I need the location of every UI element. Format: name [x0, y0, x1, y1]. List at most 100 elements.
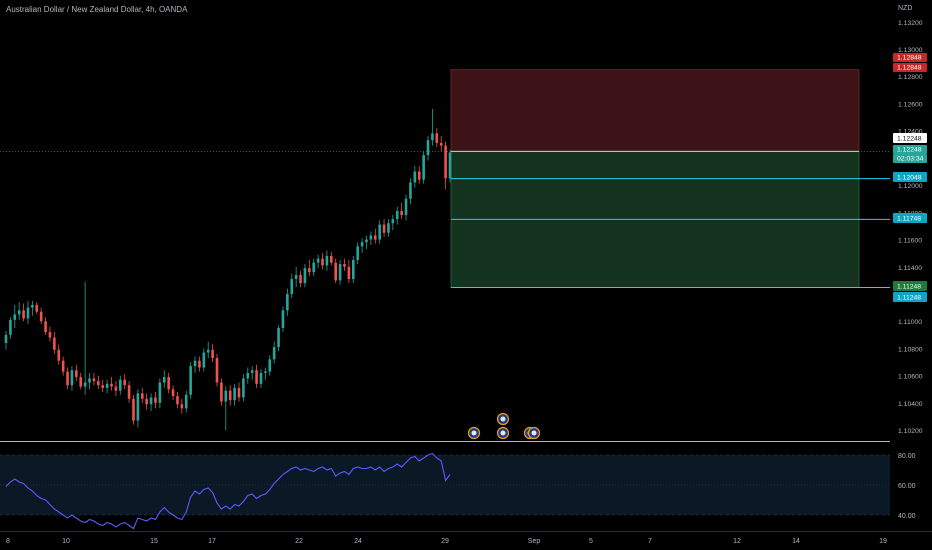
- candle-body: [426, 140, 430, 156]
- rsi-level-label: 80.00: [898, 453, 916, 460]
- candle-body: [53, 337, 56, 350]
- candle-body: [114, 386, 118, 391]
- candle: [431, 108, 434, 146]
- date-tick-label: 12: [733, 538, 741, 545]
- candle-body: [127, 385, 131, 399]
- candle-body: [105, 383, 109, 388]
- candle: [167, 372, 170, 394]
- candle-body: [39, 311, 43, 322]
- rsi-line: [5, 452, 451, 530]
- candle-body: [13, 314, 17, 320]
- stop-price-tag-alt-bg: [893, 63, 927, 72]
- chart-title: Australian Dollar / New Zealand Dollar, …: [6, 5, 188, 14]
- candle-body: [338, 264, 342, 281]
- candle: [312, 258, 316, 277]
- candle-body: [193, 360, 197, 367]
- candle-body: [75, 370, 78, 378]
- candle: [154, 392, 157, 409]
- candle-body: [272, 347, 276, 360]
- candle-body: [255, 370, 258, 384]
- candle: [114, 381, 118, 397]
- candle-body: [26, 307, 30, 319]
- tp2-price-tag-text: 1.11748: [897, 215, 921, 222]
- candle-body: [211, 349, 214, 358]
- stop-price-tag-bg: [893, 53, 927, 62]
- candle-body: [312, 262, 316, 273]
- event-flag-icon: [467, 426, 481, 440]
- last-price-tag-bg: [893, 145, 927, 154]
- target-price-tag-alt: 1.11248: [893, 292, 927, 302]
- candle-body: [158, 382, 162, 403]
- tp1-price-tag-text: 1.12048: [897, 174, 922, 181]
- candle: [439, 136, 443, 152]
- candle: [44, 317, 47, 335]
- candle: [202, 348, 206, 372]
- candle: [140, 387, 144, 403]
- candle-body: [31, 304, 34, 308]
- candle: [123, 374, 126, 390]
- candle: [369, 231, 373, 245]
- candle-body: [57, 349, 61, 361]
- candle: [286, 288, 289, 316]
- candle-body: [264, 371, 267, 373]
- candle: [215, 353, 219, 387]
- target-price-tag: 1.11248: [893, 281, 927, 291]
- candle-body: [136, 393, 140, 421]
- candle: [127, 381, 131, 403]
- candle: [101, 379, 105, 392]
- candle: [145, 393, 148, 410]
- price-tick-label: 1.12600: [898, 101, 923, 108]
- candle-body: [110, 383, 113, 387]
- event-flag-core: [500, 430, 506, 436]
- candle: [66, 367, 69, 390]
- candle-body: [233, 387, 236, 401]
- candle: [417, 166, 421, 184]
- price-axis: 1.13200 1.13000 1.12800 1.12600 1.12400 1.120…: [898, 20, 923, 435]
- candle-body: [356, 246, 359, 260]
- candle: [228, 385, 232, 406]
- candle: [308, 259, 311, 277]
- candle-body: [351, 259, 355, 280]
- candle: [272, 341, 276, 364]
- candle: [281, 306, 285, 333]
- date-tick-label: 17: [208, 538, 216, 545]
- candle-body: [4, 334, 8, 343]
- candle-body: [132, 398, 135, 421]
- candle-body: [281, 310, 285, 329]
- candle-body: [277, 328, 280, 348]
- candle-body: [154, 397, 157, 403]
- candle-body: [268, 359, 272, 372]
- candle: [387, 219, 390, 237]
- candle: [365, 235, 368, 250]
- date-tick-label: 14: [792, 538, 800, 545]
- candle: [321, 253, 324, 270]
- candle-body: [92, 378, 96, 382]
- candle: [136, 389, 140, 428]
- candle: [378, 220, 381, 244]
- candle-body: [382, 224, 386, 233]
- tp1-price-tag: 1.12048: [893, 172, 927, 182]
- candle-body: [404, 198, 408, 216]
- date-tick-label: Sep: [528, 538, 541, 545]
- candle: [294, 266, 298, 288]
- candle: [189, 362, 192, 399]
- price-tick-label: 1.10600: [898, 374, 923, 381]
- candle-body: [22, 310, 25, 319]
- candle-body: [321, 258, 324, 266]
- candle: [220, 378, 223, 406]
- candle-body: [369, 235, 373, 240]
- candle: [395, 206, 399, 225]
- event-flag-icon: [496, 426, 510, 440]
- candle-body: [413, 171, 417, 183]
- target-price-tag-text: 1.11248: [897, 283, 921, 290]
- candle: [290, 273, 294, 299]
- price-tick-label: 1.13000: [898, 47, 923, 54]
- stop-loss-zone: [450, 69, 860, 152]
- candle: [9, 317, 12, 339]
- candle-body: [118, 379, 122, 391]
- target-price-tag-alt-bg: [893, 292, 927, 302]
- candle-body: [215, 357, 219, 383]
- candle-body: [180, 404, 184, 409]
